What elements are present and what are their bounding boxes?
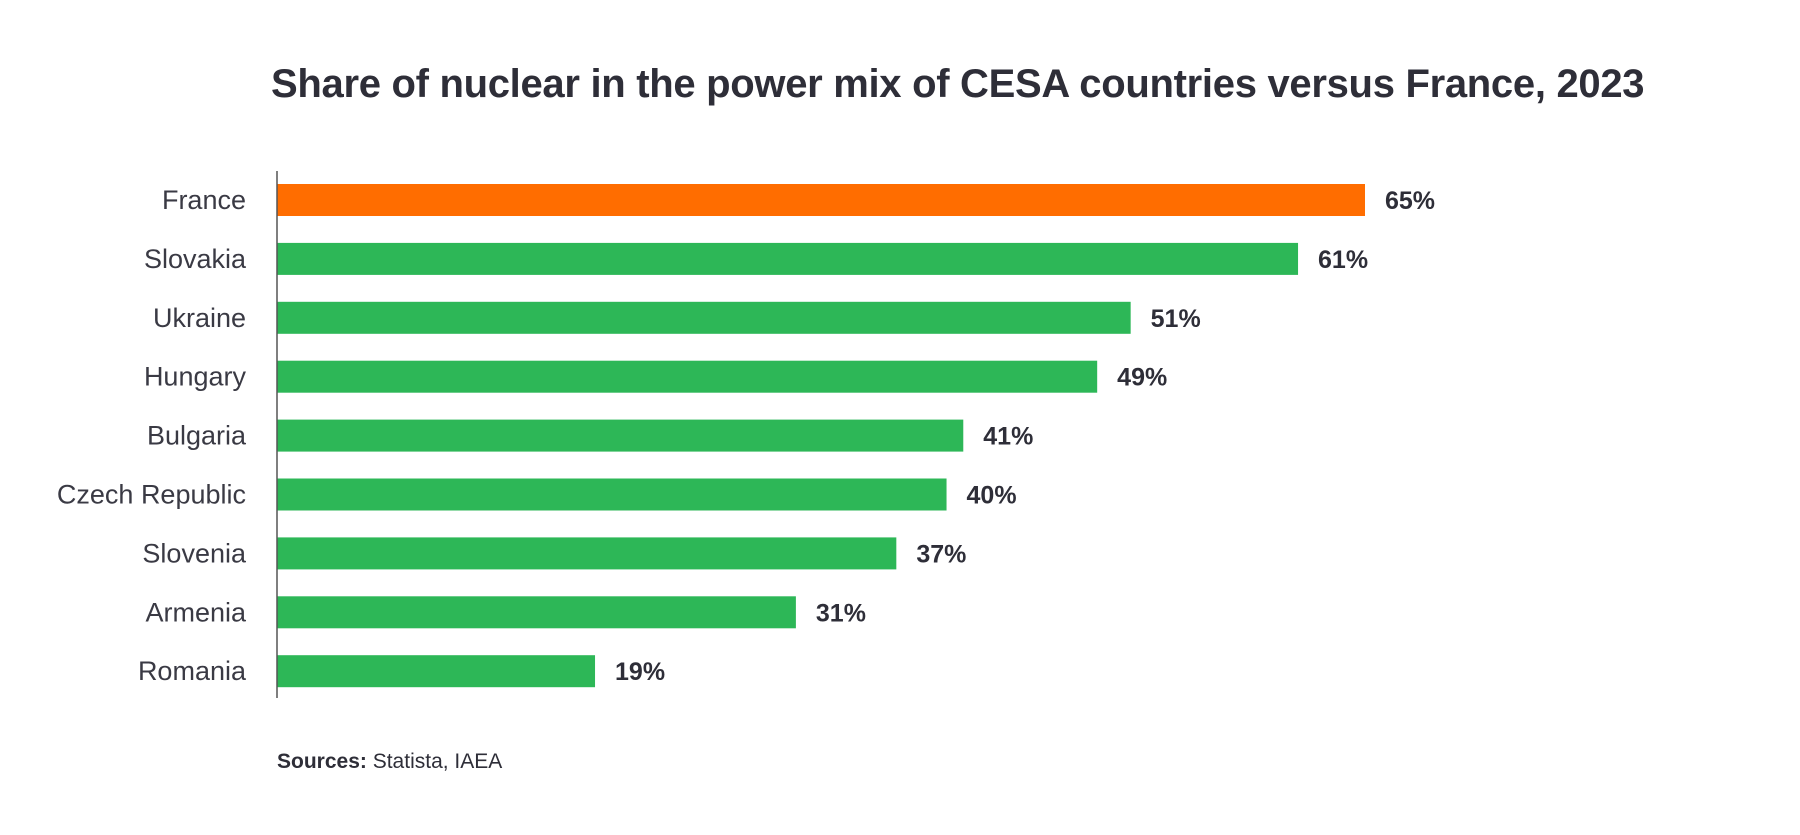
bar-slovenia xyxy=(277,537,897,570)
category-label: Czech Republic xyxy=(57,480,246,510)
sources-text: Statista, IAEA xyxy=(366,750,503,773)
category-label: France xyxy=(162,185,246,215)
value-label: 40% xyxy=(967,482,1017,510)
category-label: Hungary xyxy=(144,362,247,392)
value-label: 65% xyxy=(1385,187,1435,215)
value-label: 19% xyxy=(615,658,665,686)
value-label: 31% xyxy=(816,599,866,627)
value-label: 61% xyxy=(1318,246,1368,274)
value-label: 51% xyxy=(1151,305,1201,333)
category-label: Slovenia xyxy=(142,538,247,568)
category-label: Ukraine xyxy=(153,303,246,333)
category-label: Armenia xyxy=(145,597,247,627)
bar-romania xyxy=(277,655,596,688)
bar-hungary xyxy=(277,360,1098,393)
value-label: 37% xyxy=(916,540,966,568)
bar-czech-republic xyxy=(277,478,947,511)
value-label: 49% xyxy=(1117,364,1167,392)
value-label: 41% xyxy=(983,423,1033,451)
category-label: Bulgaria xyxy=(147,421,247,451)
bar-ukraine xyxy=(277,301,1131,334)
bar-armenia xyxy=(277,596,796,629)
sources-label: Sources: xyxy=(277,750,367,773)
bar-bulgaria xyxy=(277,419,964,452)
chart-title: Share of nuclear in the power mix of CES… xyxy=(271,62,1645,106)
sources-note: Sources: Statista, IAEA xyxy=(277,750,502,774)
bar-slovakia xyxy=(277,242,1299,275)
category-label: Slovakia xyxy=(144,244,247,274)
bar-france xyxy=(277,184,1365,216)
category-label: Romania xyxy=(138,656,247,686)
